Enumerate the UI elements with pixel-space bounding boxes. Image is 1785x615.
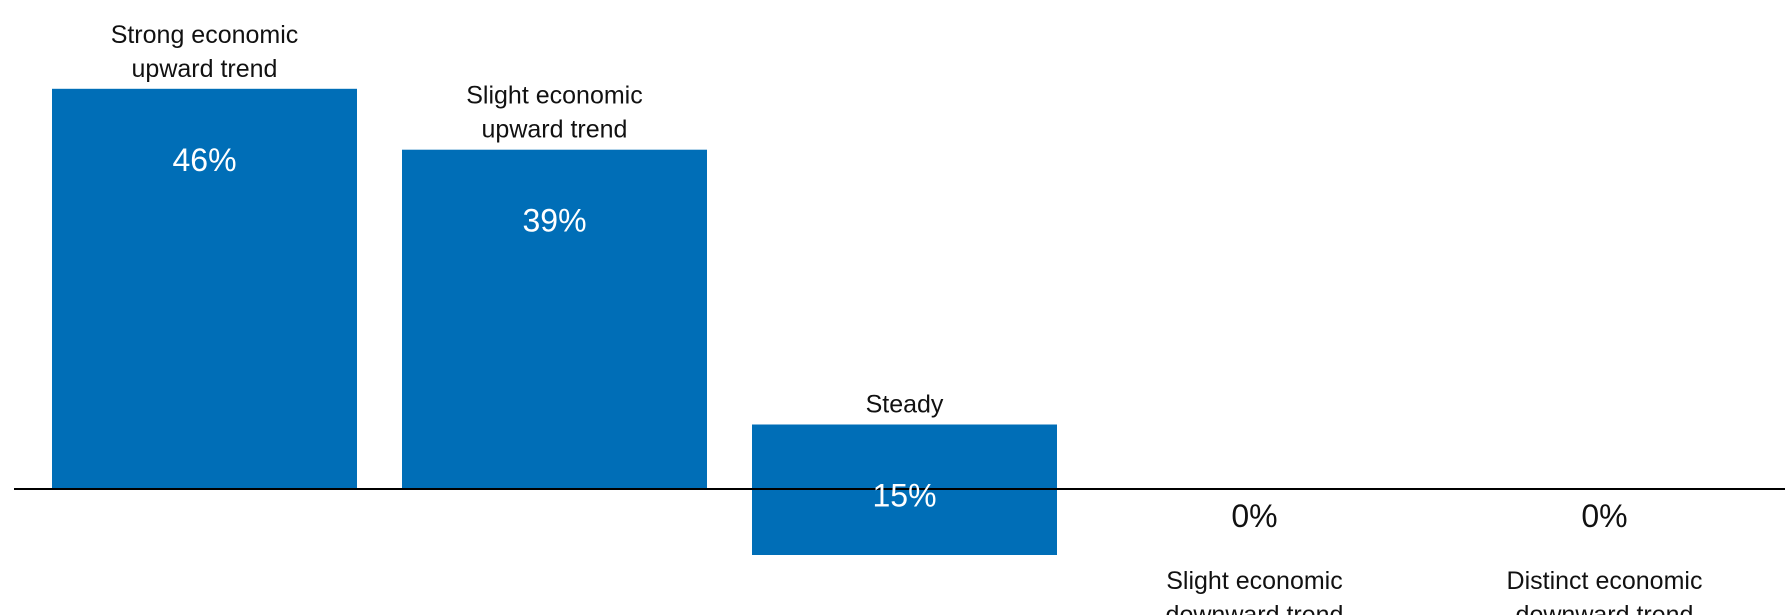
category-label-3: Slight economic downward trend: [1166, 567, 1344, 615]
value-label-3: 0%: [1231, 498, 1277, 534]
bar-1: [402, 149, 707, 489]
value-label-2: 15%: [872, 478, 936, 514]
value-label-1: 39%: [522, 203, 586, 239]
category-label-4: Distinct economic downward trend: [1507, 567, 1703, 615]
category-label-2: Steady: [866, 391, 944, 419]
category-label-0: Strong economic upward trend: [111, 21, 299, 83]
value-label-0: 46%: [172, 142, 236, 178]
value-label-4: 0%: [1581, 498, 1627, 534]
bars-group: [52, 88, 1057, 555]
bar-0: [52, 88, 357, 490]
category-label-1: Slight economic upward trend: [466, 82, 642, 144]
labels-group: 46% Strong economic upward trend 39% Slight …: [111, 21, 1703, 615]
